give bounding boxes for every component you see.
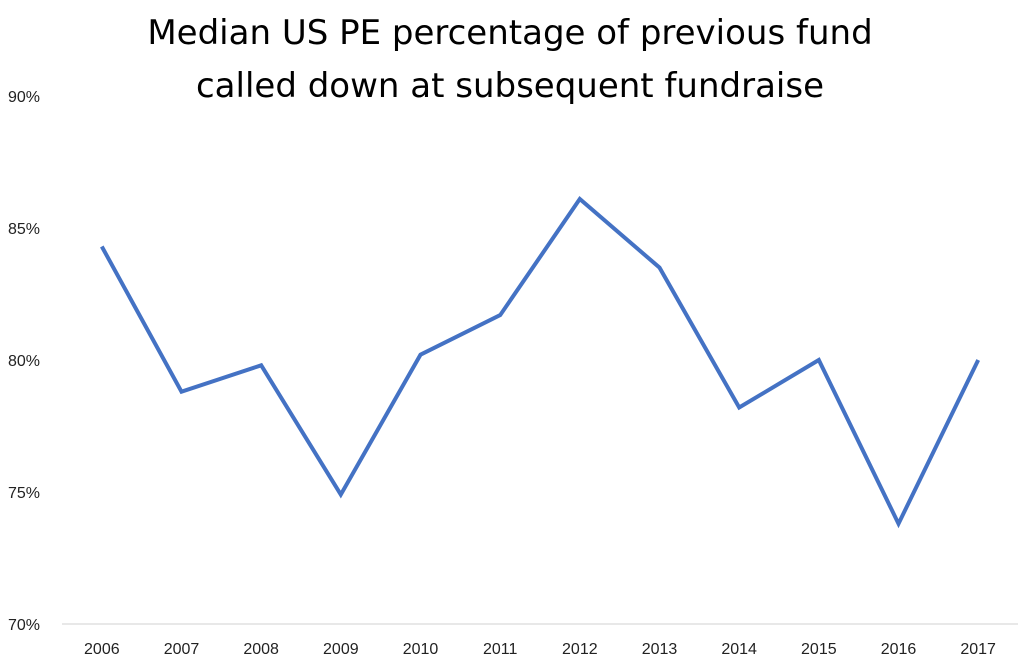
chart-title-line-2: called down at subsequent fundraise [196,66,824,106]
x-tick-label: 2015 [801,641,837,658]
y-axis-tick-labels: 90% 85% 80% 75% 70% [8,89,40,634]
x-axis-tick-labels: 2006 2007 2008 2009 2010 2011 2012 2013 2014 2015… [84,641,996,658]
x-tick-label: 2011 [483,641,518,658]
series-line [100,196,980,529]
x-tick-label: 2014 [721,641,757,658]
y-tick-label: 90% [8,89,40,106]
y-tick-label: 85% [8,221,40,238]
x-tick-label: 2006 [84,641,120,658]
x-tick-label: 2013 [642,641,678,658]
x-tick-label: 2017 [960,641,996,658]
x-tick-label: 2009 [323,641,359,658]
chart-title: Median US PE percentage of previous fund… [147,13,872,106]
x-tick-label: 2010 [403,641,439,658]
x-tick-label: 2012 [562,641,598,658]
x-tick-label: 2007 [164,641,200,658]
y-tick-label: 80% [8,353,40,370]
chart-title-line-1: Median US PE percentage of previous fund [147,13,872,53]
y-tick-label: 75% [8,485,40,502]
y-tick-label: 70% [8,617,40,634]
x-tick-label: 2016 [881,641,917,658]
x-tick-label: 2008 [243,641,279,658]
